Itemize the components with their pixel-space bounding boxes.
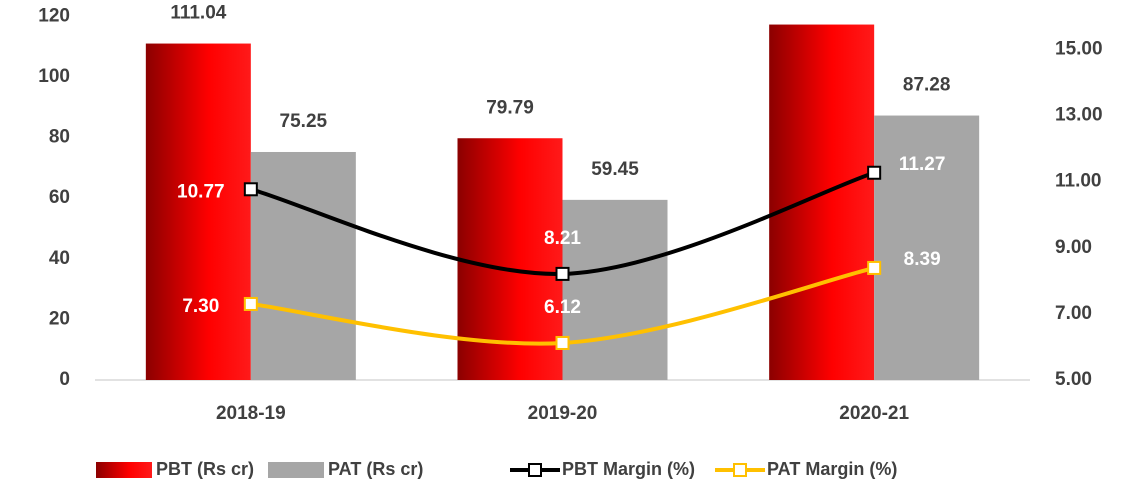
y-tick-label: 0 [59,369,70,390]
bar-label: 59.45 [591,159,639,180]
legend-label: PBT Margin (%) [562,459,695,479]
bar [250,151,356,380]
y2-tick-label: 13.00 [1055,105,1103,126]
legend-marker [528,463,542,477]
legend-swatch [96,462,152,478]
line-label: 8.39 [904,249,941,270]
bar-label: 87.28 [903,75,951,96]
line-label: 7.30 [182,296,219,317]
y2-tick-label: 5.00 [1055,369,1092,390]
y2-tick-label: 15.00 [1055,38,1103,59]
marker [867,260,882,275]
bar-label: 117.31 [793,0,850,5]
legend-label: PAT Margin (%) [767,459,897,479]
x-tick-label: 2019-20 [528,403,598,424]
y2-tick-label: 11.00 [1055,171,1102,192]
y2-tick-label: 9.00 [1055,237,1092,258]
bar [562,199,668,380]
legend-label: PBT (Rs cr) [156,459,254,479]
y-tick-label: 80 [49,127,70,148]
bar [874,115,980,381]
bar-label: 79.79 [486,97,534,118]
y-tick-label: 100 [38,66,70,87]
line-label: 11.27 [899,154,946,175]
bar-label: 111.04 [170,3,226,24]
line-label: 10.77 [177,181,225,202]
bar [769,24,875,381]
marker [867,165,882,180]
y-tick-label: 20 [49,308,70,329]
x-tick-label: 2018-19 [216,403,286,424]
marker [555,335,570,350]
y2-tick-label: 7.00 [1055,303,1092,324]
marker [243,296,258,311]
y-tick-label: 40 [49,248,70,269]
legend-swatch [268,462,324,478]
bar-label: 75.25 [280,111,328,132]
legend-marker [733,463,747,477]
x-tick-label: 2020-21 [839,403,909,424]
line-label: 6.12 [544,297,581,318]
marker [243,182,258,197]
legend-label: PAT (Rs cr) [328,459,423,479]
marker [555,266,570,281]
y-tick-label: 120 [38,5,70,26]
bar [145,43,251,381]
line-label: 8.21 [544,228,581,249]
y-tick-label: 60 [49,187,70,208]
